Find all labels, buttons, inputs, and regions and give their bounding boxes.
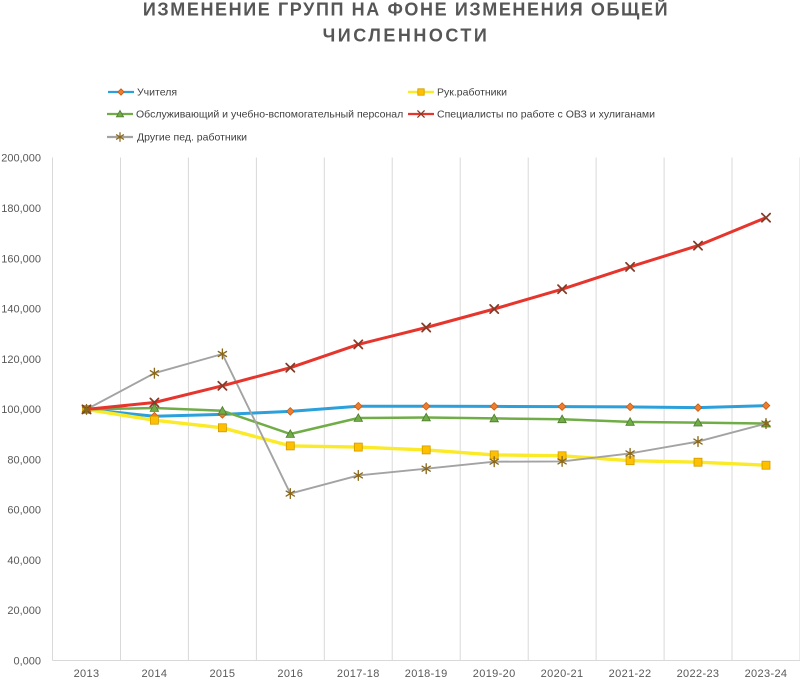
svg-text:100,000: 100,000	[1, 404, 41, 416]
svg-text:80,000: 80,000	[7, 454, 41, 466]
svg-text:ЧИСЛЕННОСТИ: ЧИСЛЕННОСТИ	[323, 26, 490, 46]
svg-text:2015: 2015	[209, 668, 235, 678]
svg-text:2016: 2016	[277, 668, 303, 678]
svg-text:2019-20: 2019-20	[473, 668, 516, 678]
svg-text:120,000: 120,000	[1, 354, 41, 366]
svg-text:2014: 2014	[141, 668, 167, 678]
svg-text:Обслуживающий и учебно-вспомог: Обслуживающий и учебно-вспомогательный п…	[136, 109, 403, 121]
svg-text:140,000: 140,000	[1, 304, 41, 316]
svg-text:2020-21: 2020-21	[541, 668, 584, 678]
svg-text:200,000: 200,000	[1, 153, 41, 165]
svg-text:Другие пед. работники: Другие пед. работники	[137, 132, 247, 144]
svg-text:Рук.работники: Рук.работники	[437, 87, 507, 99]
svg-text:Учителя: Учителя	[137, 87, 177, 99]
svg-text:2017-18: 2017-18	[337, 668, 380, 678]
svg-text:40,000: 40,000	[7, 555, 41, 567]
svg-text:0,000: 0,000	[13, 656, 41, 668]
svg-text:2022-23: 2022-23	[677, 668, 720, 678]
svg-text:2023-24: 2023-24	[745, 668, 788, 678]
svg-text:Специалисты по работе с ОВЗ и: Специалисты по работе с ОВЗ и хулиганами	[437, 109, 655, 121]
svg-text:20,000: 20,000	[7, 605, 41, 617]
svg-text:2018-19: 2018-19	[405, 668, 448, 678]
svg-text:60,000: 60,000	[7, 505, 41, 517]
svg-text:ИЗМЕНЕНИЕ ГРУПП НА ФОНЕ ИЗМЕНЕ: ИЗМЕНЕНИЕ ГРУПП НА ФОНЕ ИЗМЕНЕНИЯ ОБЩЕЙ	[143, 0, 669, 20]
svg-text:180,000: 180,000	[1, 203, 41, 215]
svg-text:160,000: 160,000	[1, 253, 41, 265]
svg-text:2013: 2013	[74, 668, 100, 678]
svg-text:2021-22: 2021-22	[609, 668, 652, 678]
